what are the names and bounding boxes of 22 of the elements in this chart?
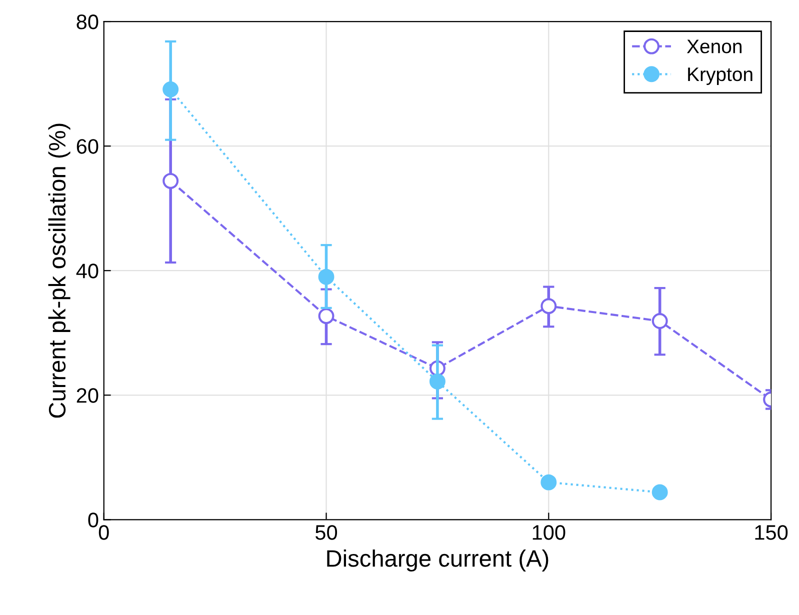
x-tick-label: 50 [316, 525, 338, 540]
point [652, 484, 668, 500]
legend-label: Xenon [686, 40, 742, 54]
y-tick-label: 80 [76, 14, 98, 30]
x-axis-title: Discharge current (A) [327, 550, 548, 572]
point [540, 474, 557, 490]
y-axis-title: Current pk-pk oscillation (%) [48, 124, 70, 418]
y-tick-label: 60 [76, 139, 98, 154]
legend-label: Krypton [688, 68, 752, 85]
point [429, 373, 446, 390]
y-tick-label: 0 [88, 512, 98, 528]
point [162, 172, 179, 189]
point [162, 81, 179, 98]
point [318, 308, 334, 324]
point [652, 313, 668, 330]
y-tick-label: 40 [76, 264, 98, 278]
point [540, 298, 557, 314]
x-tick-label: 0 [98, 525, 109, 540]
y-tick-label: 20 [76, 388, 98, 403]
point [318, 268, 334, 285]
x-tick-label: 150 [755, 525, 788, 540]
x-tick-label: 100 [532, 525, 566, 540]
